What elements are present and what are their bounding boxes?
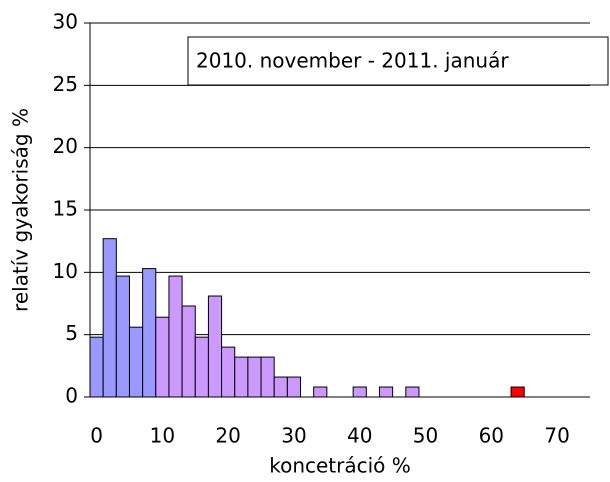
- x-tick-label: 20: [215, 424, 240, 448]
- bar: [260, 356, 275, 398]
- bar: [89, 336, 104, 398]
- bar: [378, 386, 394, 398]
- y-tick-label: 10: [53, 259, 78, 283]
- annotation: 2010. november - 2011. január: [196, 49, 509, 73]
- x-tick-label: 30: [281, 424, 306, 448]
- bar: [128, 326, 144, 398]
- y-tick-label: 20: [53, 134, 78, 158]
- y-tick-label: 5: [65, 321, 78, 345]
- y-axis-label: relatív gyakoriság %: [9, 108, 33, 312]
- bar: [102, 238, 117, 398]
- bar: [168, 275, 183, 398]
- bar: [207, 295, 223, 398]
- bar: [510, 386, 525, 398]
- bar: [313, 386, 328, 398]
- bar: [155, 316, 170, 398]
- x-tick-label: 50: [413, 424, 438, 448]
- bar: [273, 376, 288, 398]
- bar: [405, 386, 420, 398]
- bar: [221, 346, 236, 398]
- bar: [181, 305, 196, 398]
- x-tick-label: 60: [479, 424, 504, 448]
- bar: [142, 268, 157, 398]
- y-tick-label: 30: [53, 10, 78, 34]
- x-tick-label: 10: [150, 424, 175, 448]
- y-tick-label: 15: [53, 197, 78, 221]
- bar: [115, 275, 130, 398]
- y-tick-label: 25: [53, 72, 78, 96]
- y-tick-label: 0: [65, 384, 78, 408]
- x-tick-label: 70: [544, 424, 569, 448]
- bar: [352, 386, 367, 398]
- bar: [247, 356, 262, 398]
- x-tick-label: 40: [347, 424, 372, 448]
- annotation-box: [187, 36, 609, 86]
- x-tick-label: 0: [90, 424, 103, 448]
- x-axis-label: koncetráció %: [269, 454, 411, 478]
- bar: [194, 336, 209, 398]
- bar: [234, 356, 249, 398]
- bar: [286, 376, 302, 398]
